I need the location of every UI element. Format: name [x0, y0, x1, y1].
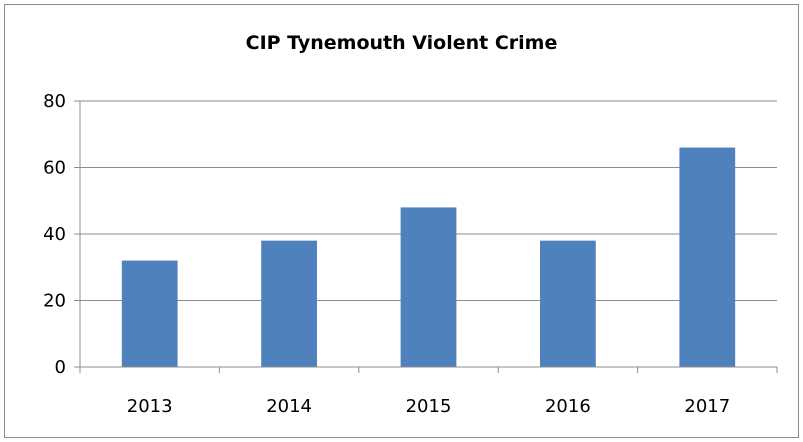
- y-tick-label: 60: [43, 158, 66, 179]
- chart-title: CIP Tynemouth Violent Crime: [245, 32, 558, 54]
- x-tick-label: 2015: [406, 396, 452, 417]
- x-tick-label: 2014: [266, 396, 312, 417]
- y-tick-label: 80: [43, 91, 66, 112]
- x-tick-label: 2017: [684, 396, 730, 417]
- x-tick-label: 2016: [545, 396, 591, 417]
- y-tick-label: 40: [43, 224, 66, 245]
- bar-2015: [400, 207, 457, 367]
- bar-2013: [121, 260, 178, 367]
- bar-2017: [679, 147, 736, 367]
- tick-labels: 0 20 40 60 80 2013 2014 2015 2016 2017: [43, 91, 730, 417]
- bar-2016: [540, 240, 596, 367]
- bar-2014: [261, 240, 317, 367]
- bars: [121, 147, 736, 367]
- x-tick-label: 2013: [127, 396, 173, 417]
- y-tick-label: 0: [55, 357, 66, 378]
- axes: [74, 100, 778, 373]
- y-tick-label: 20: [43, 291, 66, 312]
